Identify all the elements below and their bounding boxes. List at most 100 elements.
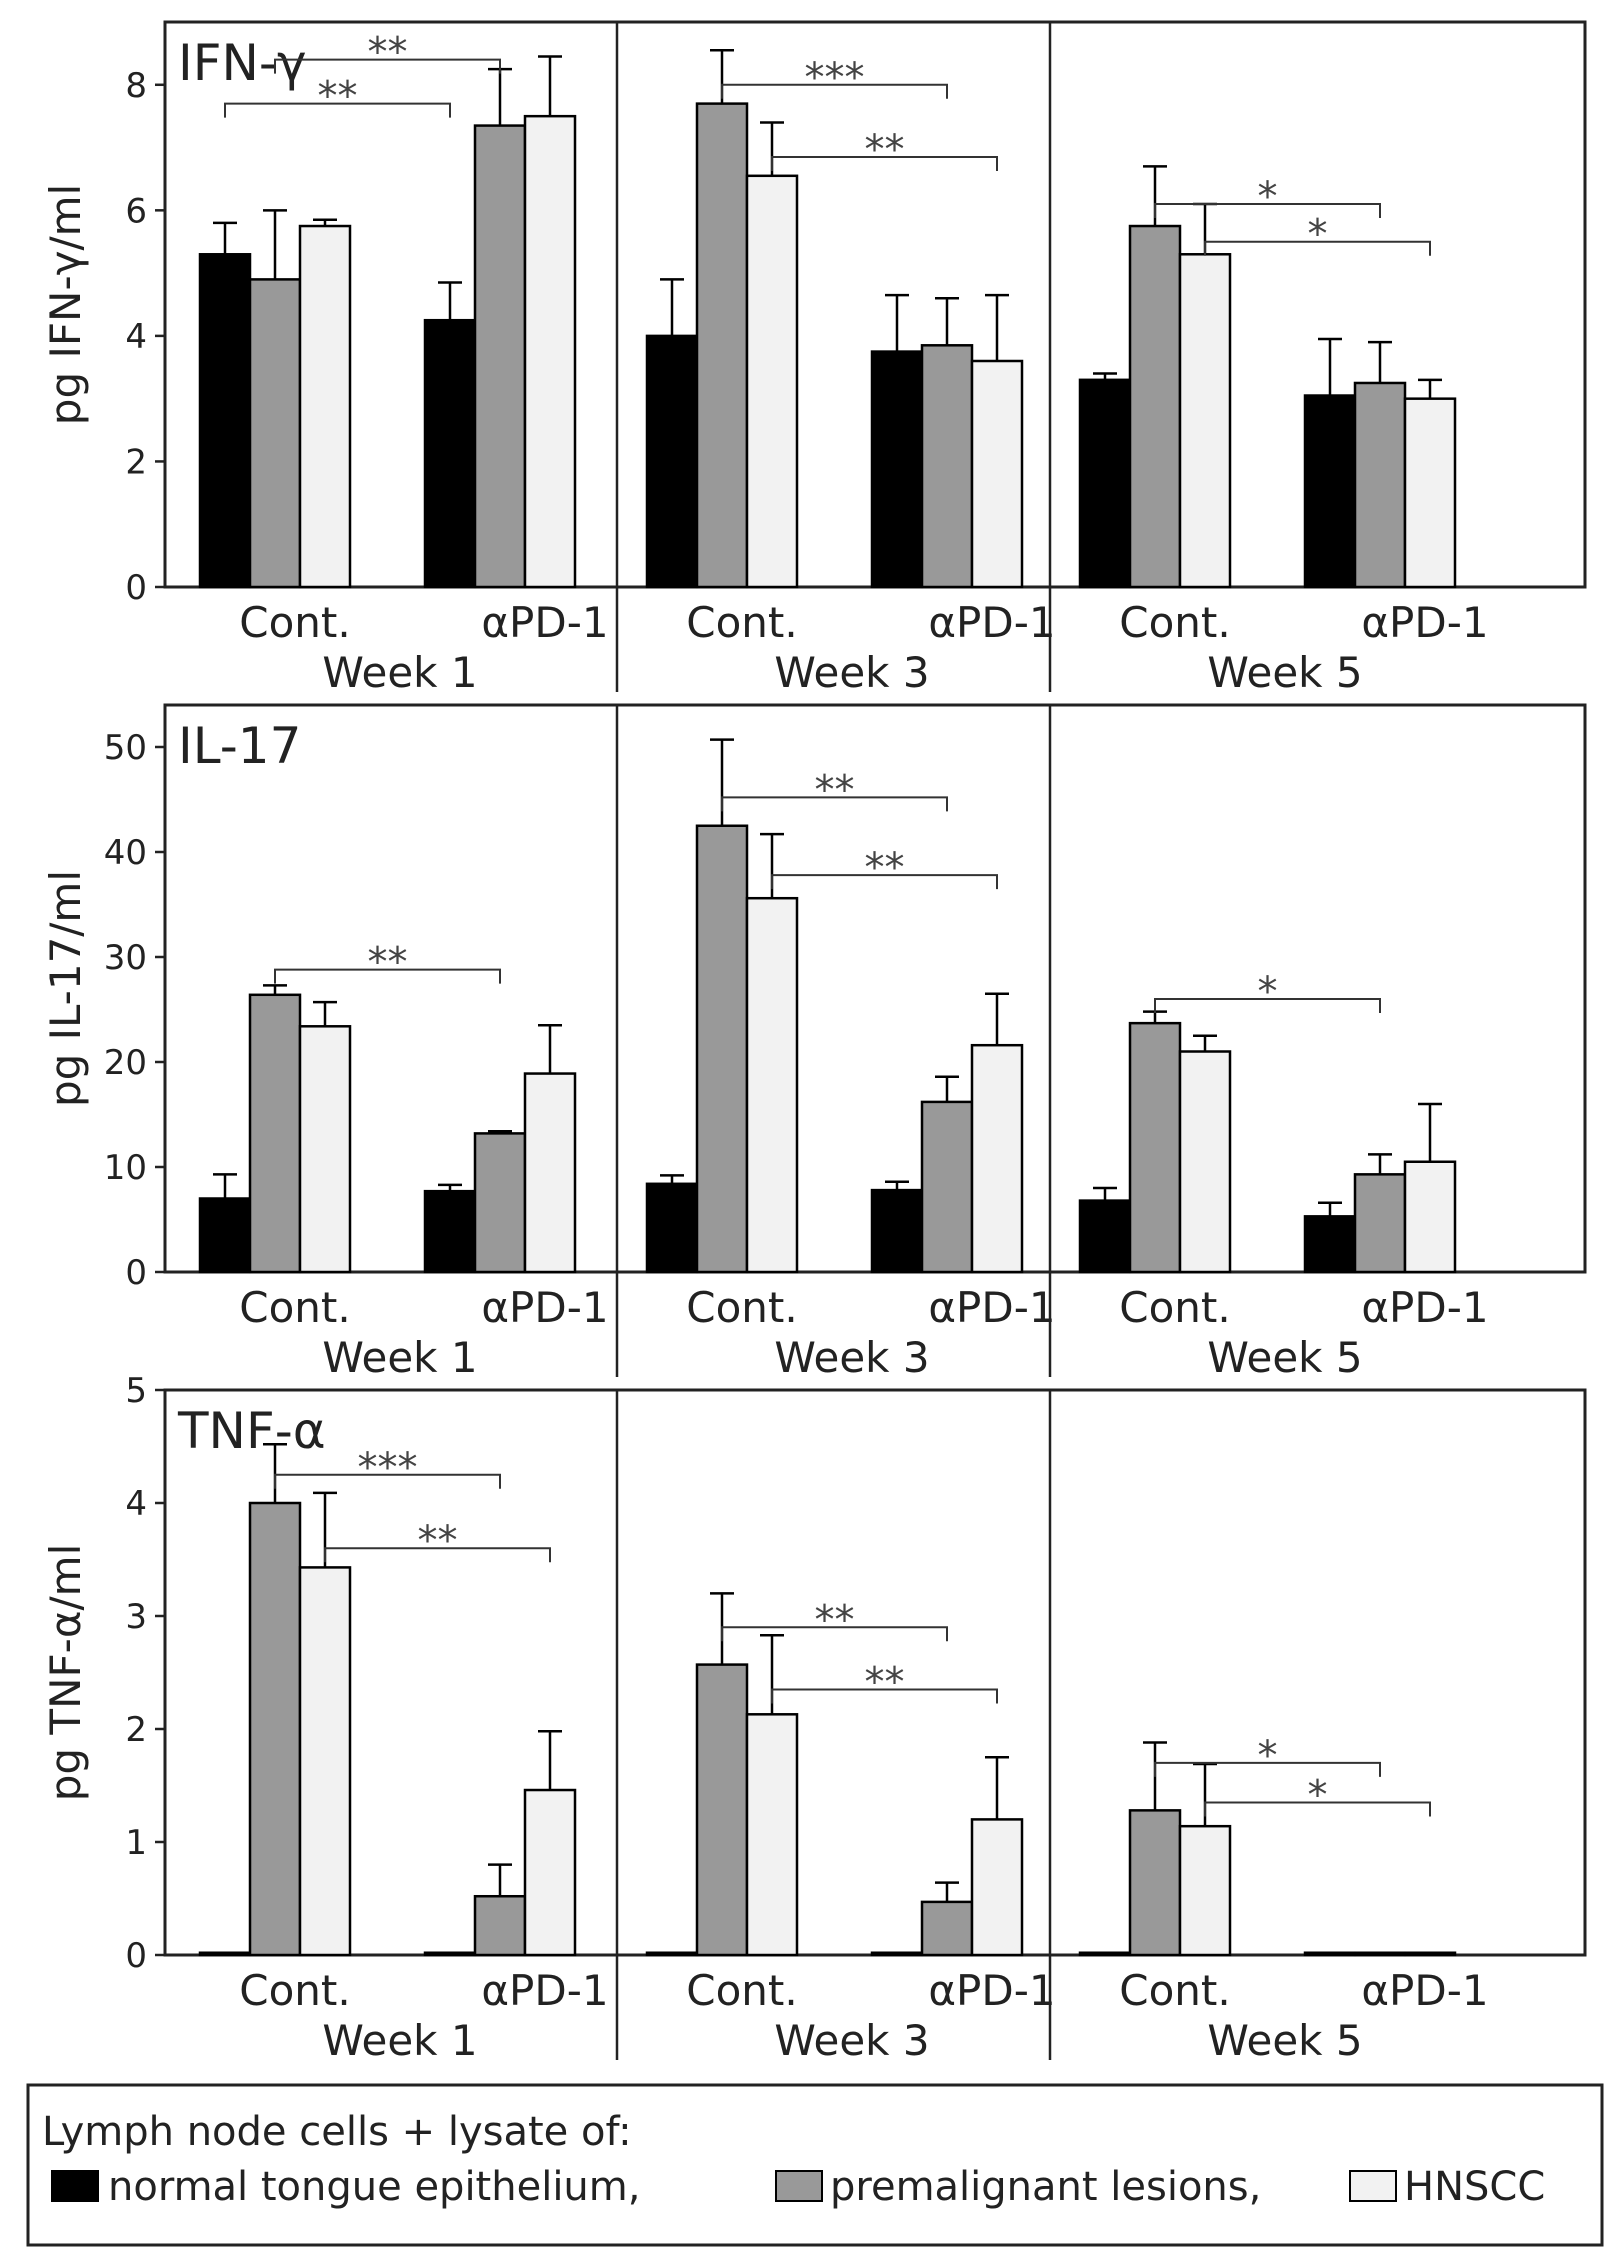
bar bbox=[248, 1501, 302, 1957]
week-label: Week 3 bbox=[774, 2016, 929, 2065]
condition-label: αPD-1 bbox=[928, 598, 1055, 647]
y-tick-label: 40 bbox=[104, 833, 147, 873]
bar bbox=[1078, 1199, 1132, 1274]
week-label: Week 5 bbox=[1207, 1333, 1362, 1382]
bar bbox=[1128, 224, 1182, 589]
bar bbox=[523, 1788, 577, 1957]
condition-label: Cont. bbox=[686, 1283, 797, 1332]
bar bbox=[645, 334, 699, 589]
bar bbox=[473, 1132, 527, 1274]
bar bbox=[1353, 381, 1407, 589]
y-tick-label: 30 bbox=[104, 938, 147, 978]
significance-label: ** bbox=[368, 30, 408, 76]
bar bbox=[1403, 1160, 1457, 1274]
significance-bracket bbox=[721, 796, 948, 812]
condition-label: Cont. bbox=[239, 1966, 350, 2015]
bar bbox=[1178, 1050, 1232, 1274]
bar bbox=[473, 1894, 527, 1957]
legend-frame bbox=[26, 2083, 1604, 2247]
bar bbox=[423, 318, 477, 589]
week-label: Week 5 bbox=[1207, 2016, 1362, 2065]
condition-label: Cont. bbox=[239, 1283, 350, 1332]
bar bbox=[198, 253, 252, 589]
significance-bracket bbox=[721, 1626, 948, 1642]
bar bbox=[645, 1182, 699, 1274]
y-tick-label: 0 bbox=[125, 1253, 147, 1293]
condition-label: Cont. bbox=[686, 1966, 797, 2015]
y-tick-label: 3 bbox=[125, 1597, 147, 1637]
bar bbox=[920, 1900, 974, 1957]
legend-swatch-normal bbox=[51, 2170, 99, 2202]
bar bbox=[970, 359, 1024, 589]
significance-label: ** bbox=[865, 1659, 905, 1705]
y-tick-label: 2 bbox=[125, 442, 147, 482]
significance-label: * bbox=[1308, 212, 1328, 258]
bar bbox=[695, 824, 749, 1274]
bar bbox=[1303, 1951, 1357, 1957]
bar bbox=[970, 1818, 1024, 1957]
y-tick-label: 1 bbox=[125, 1823, 147, 1863]
y-tick-label: 20 bbox=[104, 1043, 147, 1083]
bar bbox=[1078, 1951, 1132, 1957]
y-tick-label: 5 bbox=[125, 1371, 147, 1411]
significance-bracket bbox=[1154, 998, 1381, 1013]
condition-label: αPD-1 bbox=[1361, 1966, 1488, 2015]
panel-title: IFN-γ bbox=[178, 34, 307, 92]
bar bbox=[1353, 1173, 1407, 1274]
bar bbox=[298, 224, 352, 589]
bar bbox=[1078, 378, 1132, 589]
panel-title: IL-17 bbox=[178, 717, 301, 775]
legend-swatch-premalignant bbox=[775, 2170, 823, 2202]
significance-bracket bbox=[1154, 203, 1381, 219]
significance-label: ** bbox=[318, 74, 358, 120]
bar bbox=[695, 1663, 749, 1957]
bar bbox=[745, 1713, 799, 1957]
y-axis-label: pg IFN-γ/ml bbox=[41, 184, 90, 425]
legend-title: Lymph node cells + lysate of: bbox=[42, 2109, 632, 2155]
y-tick-label: 4 bbox=[125, 1484, 147, 1524]
legend-label-normal: normal tongue epithelium, bbox=[108, 2164, 640, 2210]
condition-label: αPD-1 bbox=[481, 1966, 608, 2015]
y-tick-label: 4 bbox=[125, 317, 147, 357]
bar bbox=[1178, 253, 1232, 589]
bar bbox=[473, 124, 527, 589]
bar bbox=[970, 1043, 1024, 1274]
significance-bracket bbox=[771, 874, 998, 890]
significance-label: ** bbox=[815, 1597, 855, 1643]
significance-bracket bbox=[274, 58, 501, 74]
y-tick-label: 10 bbox=[104, 1148, 147, 1188]
significance-label: * bbox=[1308, 1772, 1328, 1818]
week-label: Week 1 bbox=[322, 2016, 477, 2065]
y-axis-label: pg IL-17/ml bbox=[41, 870, 90, 1107]
y-tick-label: 8 bbox=[125, 66, 147, 106]
significance-label: ** bbox=[815, 767, 855, 813]
y-axis-label: pg TNF-α/ml bbox=[41, 1544, 90, 1801]
bar bbox=[198, 1197, 252, 1274]
condition-label: αPD-1 bbox=[1361, 1283, 1488, 1332]
condition-label: αPD-1 bbox=[928, 1283, 1055, 1332]
bar bbox=[870, 1188, 924, 1274]
bar bbox=[1128, 1809, 1182, 1957]
significance-bracket bbox=[1154, 1761, 1381, 1777]
condition-label: Cont. bbox=[1119, 598, 1230, 647]
bar bbox=[1303, 1215, 1357, 1274]
significance-bracket bbox=[721, 83, 948, 99]
legend-label-hnscc: HNSCC bbox=[1404, 2164, 1545, 2210]
significance-label: ** bbox=[865, 845, 905, 891]
significance-bracket bbox=[324, 1547, 551, 1563]
significance-bracket bbox=[771, 1688, 998, 1704]
week-label: Week 5 bbox=[1207, 648, 1362, 697]
legend-label-premalignant: premalignant lesions, bbox=[830, 2164, 1261, 2210]
y-tick-label: 6 bbox=[125, 191, 147, 231]
condition-label: αPD-1 bbox=[481, 1283, 608, 1332]
legend-swatch-hnscc bbox=[1349, 2170, 1397, 2202]
bar bbox=[920, 1100, 974, 1274]
bar bbox=[1128, 1021, 1182, 1274]
week-label: Week 3 bbox=[774, 1333, 929, 1382]
significance-bracket bbox=[274, 968, 501, 984]
y-tick-label: 0 bbox=[125, 568, 147, 608]
condition-label: Cont. bbox=[239, 598, 350, 647]
